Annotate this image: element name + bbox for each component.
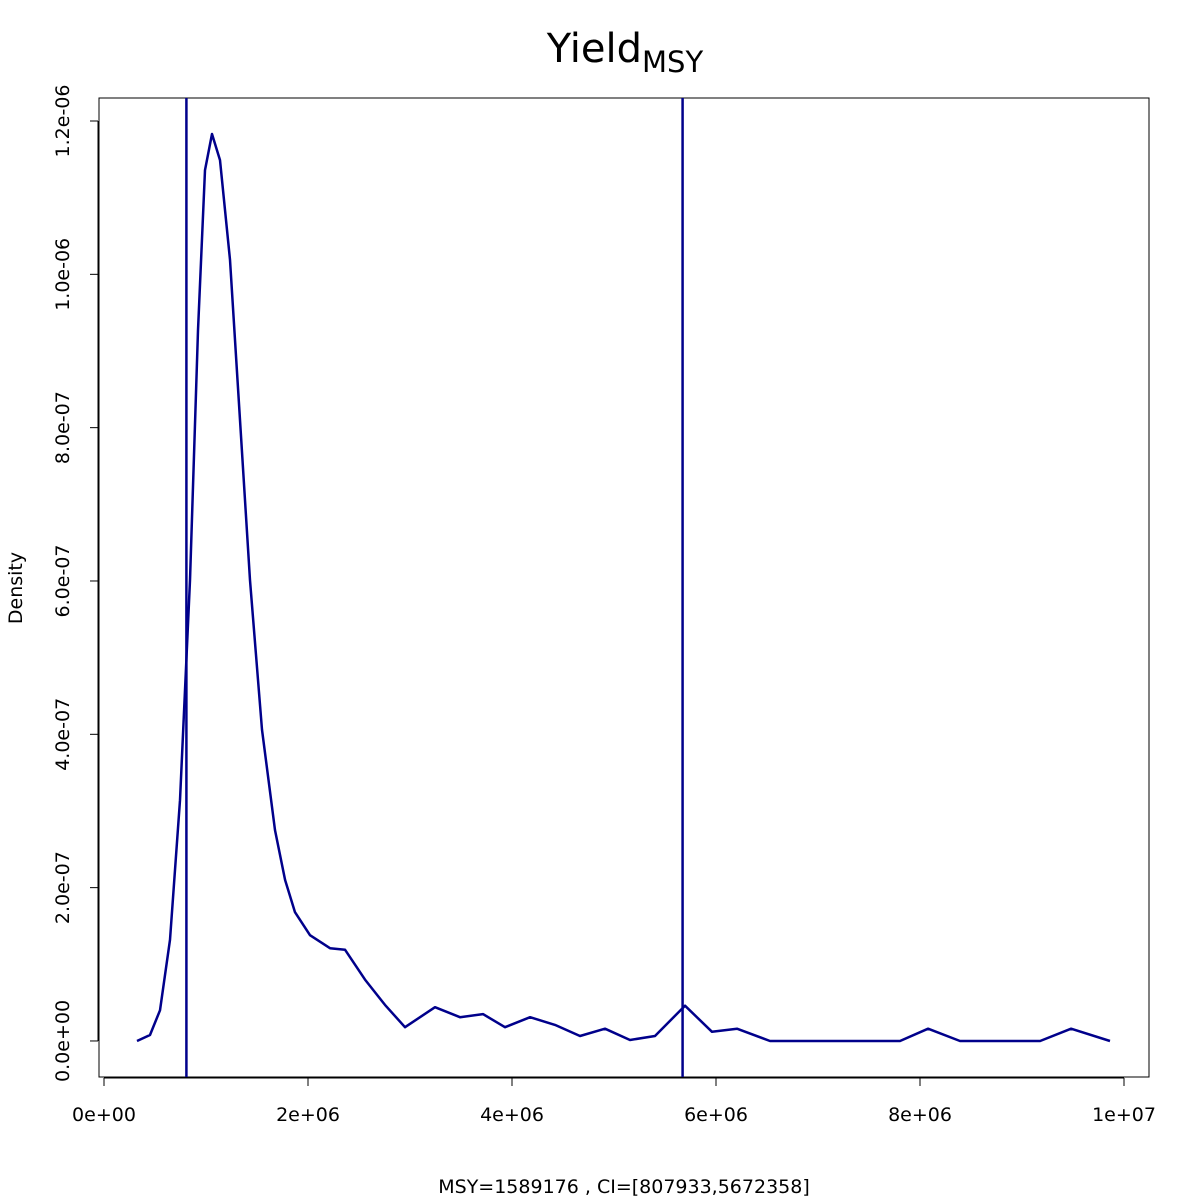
- chart-title: YieldMSY: [546, 26, 704, 79]
- title-main: Yield: [546, 26, 642, 72]
- x-tick-label: 2e+06: [276, 1104, 340, 1126]
- y-tick-label: 8.0e-07: [52, 391, 74, 464]
- x-tick-label: 6e+06: [684, 1104, 748, 1126]
- density-line: [136, 132, 1111, 1043]
- y-tick-label: 1.2e-06: [52, 85, 74, 158]
- title-subscript: MSY: [642, 45, 703, 79]
- y-tick-label: 0.0e+00: [52, 1000, 74, 1082]
- y-tick-label: 1.0e-06: [52, 238, 74, 311]
- plot-frame: [98, 97, 1150, 1078]
- x-tick-label: 1e+07: [1092, 1104, 1156, 1126]
- y-axis-label: Density: [5, 552, 27, 624]
- x-tick-label: 4e+06: [480, 1104, 544, 1126]
- x-tick-label: 0e+00: [72, 1104, 136, 1126]
- x-axis-label: MSY=1589176 , CI=[807933,5672358]: [438, 1176, 810, 1198]
- y-tick-label: 2.0e-07: [52, 851, 74, 924]
- y-tick-label: 6.0e-07: [52, 545, 74, 618]
- x-tick-label: 8e+06: [888, 1104, 952, 1126]
- y-tick-label: 4.0e-07: [52, 698, 74, 771]
